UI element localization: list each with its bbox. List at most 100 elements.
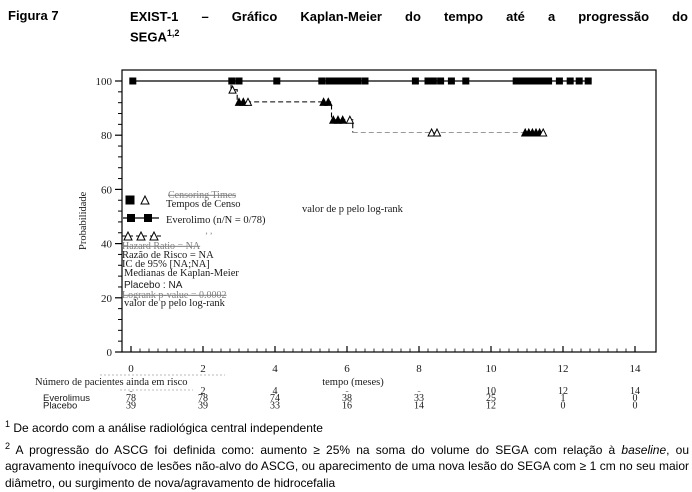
- censor-square: [341, 77, 349, 85]
- time-row-value: 4: [273, 386, 278, 397]
- censor-square: [273, 77, 281, 85]
- y-tick-label: 100: [96, 76, 113, 88]
- legend-stat-km-medians: Medianas de Kaplan-Meier: [124, 268, 239, 279]
- y-axis-title: Probabilidade: [78, 191, 89, 250]
- legend-censoring-label: Tempos de Censo: [166, 199, 241, 210]
- censor-square: [336, 77, 344, 85]
- at-risk-value: 38: [342, 393, 352, 404]
- censor-square: [424, 77, 432, 85]
- censor-square: [437, 77, 445, 85]
- censor-square: [125, 195, 135, 205]
- time-row-value: 12: [558, 386, 568, 397]
- censor-triangle: [149, 230, 159, 241]
- censor-square: [235, 77, 243, 85]
- censor-square: [523, 77, 531, 85]
- at-risk-row-label: Placebo: [43, 401, 77, 412]
- at-risk-value: 25: [486, 393, 496, 404]
- figure-title: EXIST-1 – Gráfico Kaplan-Meier do tempo …: [130, 8, 688, 45]
- series-placebo: [131, 80, 548, 137]
- censor-square: [228, 77, 236, 85]
- at-risk-value: 33: [414, 393, 424, 404]
- y-tick-label: 20: [101, 293, 113, 305]
- censor-square: [545, 77, 553, 85]
- p-value-note: valor de p pelo log-rank: [302, 204, 404, 215]
- x-tick-label: 0: [128, 363, 134, 375]
- legend-logrank-label: valor de p pelo log-rank: [124, 298, 226, 309]
- censor-square: [429, 77, 437, 85]
- censor-square: [447, 77, 455, 85]
- time-row-value: -: [345, 386, 348, 397]
- figure-title-line1: EXIST-1 – Gráfico Kaplan-Meier do tempo …: [130, 9, 688, 24]
- at-risk-table: Número de pacientes ainda em risco tempo …: [35, 374, 640, 412]
- censor-square: [575, 77, 583, 85]
- censor-triangle: [323, 97, 333, 106]
- figure-title-line2: SEGA1,2: [130, 28, 180, 45]
- censor-triangle: [427, 127, 436, 137]
- placebo-curve: [131, 80, 354, 133]
- at-risk-value: 74: [270, 393, 280, 404]
- x-tick-label: 14: [630, 363, 642, 375]
- time-row-value: -: [417, 386, 420, 397]
- time-row-value: 2: [201, 386, 206, 397]
- x-tick-label: 2: [200, 363, 206, 375]
- time-row-value: -: [129, 386, 132, 397]
- title-superscript: 1,2: [166, 28, 180, 38]
- at-risk-title: Número de pacientes ainda em risco: [35, 377, 187, 388]
- y-tick-label: 80: [101, 130, 113, 142]
- censor-square: [518, 77, 526, 85]
- censor-square: [512, 77, 520, 85]
- censor-triangle: [432, 127, 442, 137]
- censor-square: [144, 214, 152, 222]
- footnote-2: 2 A progressão do ASCG foi definida como…: [5, 440, 689, 490]
- x-tick-label: 12: [558, 363, 569, 375]
- censor-triangle: [345, 115, 355, 124]
- censor-square: [354, 77, 362, 85]
- censor-square: [127, 214, 135, 222]
- x-axis-title: tempo (meses): [322, 377, 384, 388]
- censor-square: [411, 77, 419, 85]
- censor-square: [325, 77, 333, 85]
- censor-square: [527, 77, 535, 85]
- legend-everolimo-label: Everolimo (n/N = 0/78): [166, 215, 266, 226]
- censor-square: [534, 77, 542, 85]
- y-tick-label: 60: [101, 184, 113, 196]
- footnotes: 1 De acordo com a análise radiológica ce…: [5, 416, 689, 492]
- censor-triangle: [123, 230, 133, 241]
- at-risk-value: 78: [198, 393, 208, 404]
- censor-square: [584, 77, 592, 85]
- figure-label: Figura 7: [8, 8, 59, 23]
- at-risk-value: 12: [486, 401, 496, 412]
- censor-square: [348, 77, 356, 85]
- censor-triangle: [136, 230, 146, 241]
- at-risk-value: 1: [561, 393, 566, 404]
- censor-triangle: [243, 97, 253, 106]
- x-axis: 0 2 4 6 8 10 12 14: [128, 346, 641, 375]
- legend-stat-placebo: Placebo : NA: [124, 280, 183, 291]
- figure-header: Figura 7 EXIST-1 – Gráfico Kaplan-Meier …: [8, 8, 688, 45]
- censor-square: [330, 77, 338, 85]
- censor-triangle: [538, 127, 548, 137]
- legend-stat-hazard-ratio: Razão de Risco = NA: [122, 250, 214, 261]
- at-risk-value: 39: [198, 401, 208, 412]
- at-risk-value: 16: [342, 401, 352, 412]
- censor-square: [462, 77, 470, 85]
- censor-square: [361, 77, 369, 85]
- legend-stat-ci: IC de 95% [NA;NA]: [122, 259, 210, 270]
- y-tick-label: 0: [107, 347, 113, 359]
- time-row-value: 10: [486, 386, 496, 397]
- censor-square: [530, 77, 538, 85]
- censor-square: [345, 77, 353, 85]
- x-tick-label: 8: [416, 363, 422, 375]
- x-tick-label: 10: [486, 363, 498, 375]
- censor-square: [318, 77, 326, 85]
- kaplan-meier-chart: 0 20 40 60 80 100 Probabilidade 0 2 4 6 8 10 12 14 Cens…: [0, 60, 692, 412]
- at-risk-value: 14: [414, 401, 424, 412]
- censor-triangle: [228, 85, 237, 94]
- x-tick-label: 4: [272, 363, 278, 375]
- series-everolimo: [129, 77, 592, 85]
- legend-remnant-hazard: Hazard Ratio = NA: [122, 241, 201, 252]
- at-risk-value: 39: [126, 401, 136, 412]
- x-tick-label: 6: [344, 363, 350, 375]
